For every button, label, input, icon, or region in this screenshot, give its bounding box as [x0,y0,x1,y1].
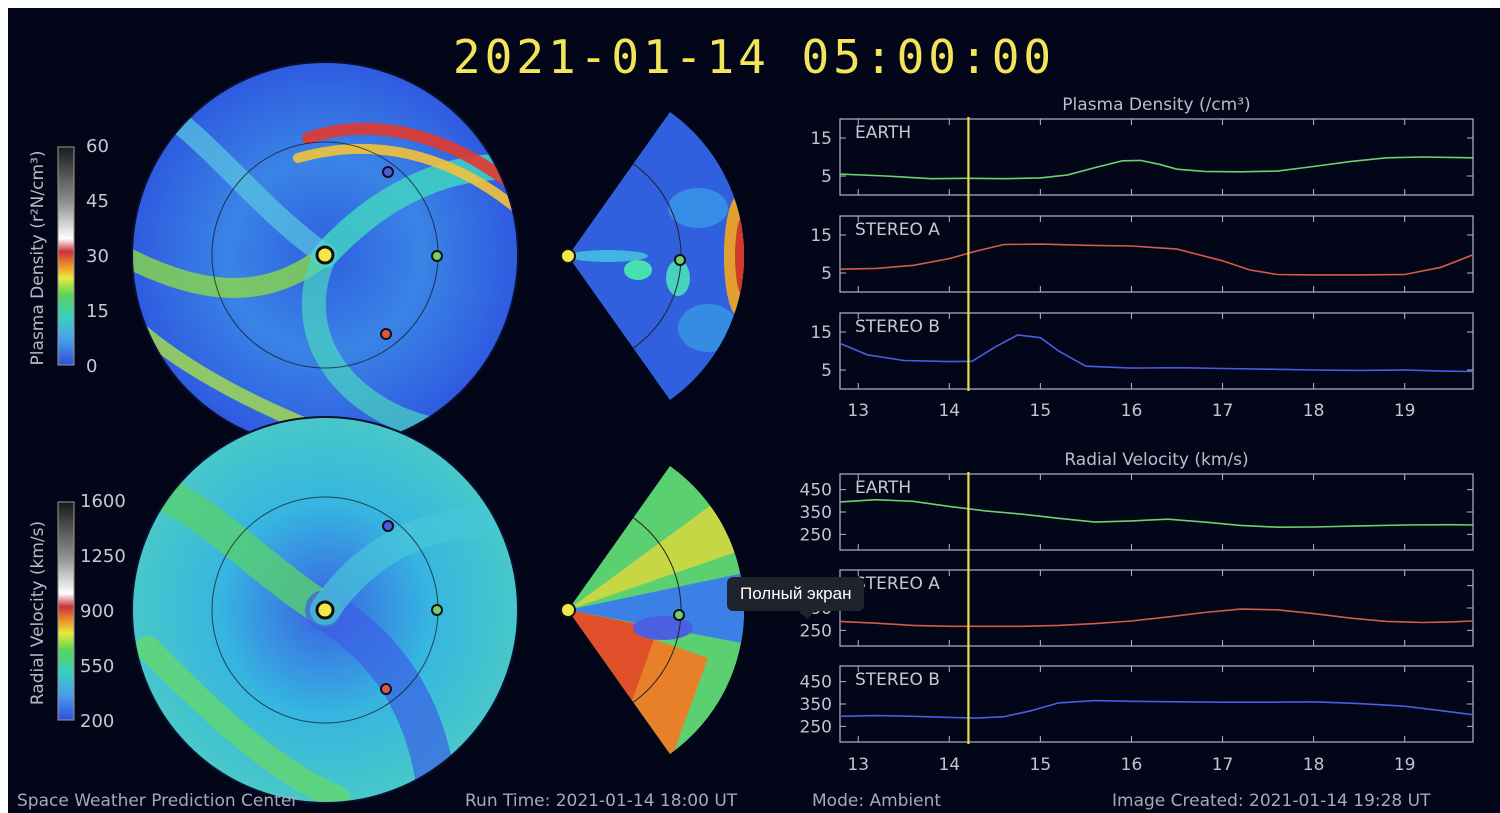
x-tick-label: 19 [1394,755,1416,775]
footer-mode: Mode: Ambient [812,791,942,811]
fullscreen-tooltip: Полный экран [727,577,865,619]
series-line [839,156,1474,180]
y-tick-label: 450 [800,481,832,501]
series-label: STEREO A [855,220,940,240]
x-tick-label: 17 [1212,401,1234,421]
series-line [839,334,1474,373]
x-tick-label: 17 [1212,755,1234,775]
plot-frame [839,215,1474,293]
x-tick-label: 14 [938,755,960,775]
footer-center: Space Weather Prediction Center [17,791,299,811]
y-tick-label: 15 [810,226,832,246]
velocity-tick: 1600 [80,491,126,512]
y-tick-label: 15 [810,323,832,343]
series-line [839,243,1474,276]
colorbar-layer [57,146,75,721]
footer-image-created: Image Created: 2021-01-14 19:28 UT [1112,791,1431,811]
stereo-a-marker-icon [380,328,392,340]
velocity-tick: 200 [80,711,115,732]
plot-frame [839,473,1474,551]
stereo-a-marker-icon [380,683,392,695]
velocity-tick: 1250 [80,546,126,567]
series-line [839,699,1474,719]
y-tick-label: 15 [810,129,832,149]
series-line [839,498,1474,529]
earth-marker-icon [673,609,685,621]
x-tick-label: 13 [847,755,869,775]
earth-marker-icon [431,604,443,616]
density-tick: 45 [86,191,109,212]
earth-marker-icon [674,254,686,266]
y-tick-label: 250 [800,621,832,641]
y-tick-label: 350 [800,695,832,715]
series-label: STEREO A [855,574,940,594]
stereo-b-marker-icon [382,166,394,178]
enlil-frame: 2021-01-14 05:00:00 Plasma Density (r²N/… [8,8,1500,813]
stereo-b-marker-icon [382,520,394,532]
sun-icon [315,245,335,265]
x-tick-label: 15 [1030,401,1052,421]
x-tick-label: 16 [1121,755,1143,775]
series-label: EARTH [855,123,911,143]
density-tick: 0 [86,356,98,377]
series-line [839,608,1474,628]
plot-frame [839,312,1474,390]
series-label: STEREO B [855,670,940,690]
series-label: EARTH [855,478,911,498]
density-panel-title: Plasma Density (/cm³) [1062,95,1251,115]
y-tick-label: 250 [800,525,832,545]
timestamp: 2021-01-14 05:00:00 [452,30,1056,84]
x-tick-label: 18 [1303,401,1325,421]
y-tick-label: 350 [800,503,832,523]
density-tick: 60 [86,136,109,157]
x-tick-label: 14 [938,401,960,421]
velocity-colorbar [57,501,75,721]
velocity-tick: 550 [80,656,115,677]
y-tick-label: 5 [821,361,832,381]
x-tick-label: 15 [1030,755,1052,775]
velocity-panel-title: Radial Velocity (km/s) [1064,450,1249,470]
series-label: STEREO B [855,317,940,337]
footer-run-time: Run Time: 2021-01-14 18:00 UT [465,791,738,811]
y-tick-label: 5 [821,264,832,284]
velocity-tick: 900 [80,601,115,622]
sun-icon [560,248,576,264]
sun-icon [560,602,576,618]
density-tick: 30 [86,246,109,267]
x-tick-label: 16 [1121,401,1143,421]
earth-marker-icon [431,250,443,262]
sun-icon [315,600,335,620]
density-tick: 15 [86,301,109,322]
y-tick-label: 450 [800,673,832,693]
heliosphere-maps [131,61,745,804]
y-tick-label: 5 [821,167,832,187]
time-series-charts: 5 15 EARTH 5 15 STEREO A 5 15 STEREO B 13 14 15 16 17… [800,117,1474,775]
x-tick-label: 18 [1303,755,1325,775]
x-tick-label: 13 [847,401,869,421]
plot-frame [839,118,1474,196]
density-colorbar [57,146,75,366]
y-tick-label: 250 [800,717,832,737]
x-tick-label: 19 [1394,401,1416,421]
